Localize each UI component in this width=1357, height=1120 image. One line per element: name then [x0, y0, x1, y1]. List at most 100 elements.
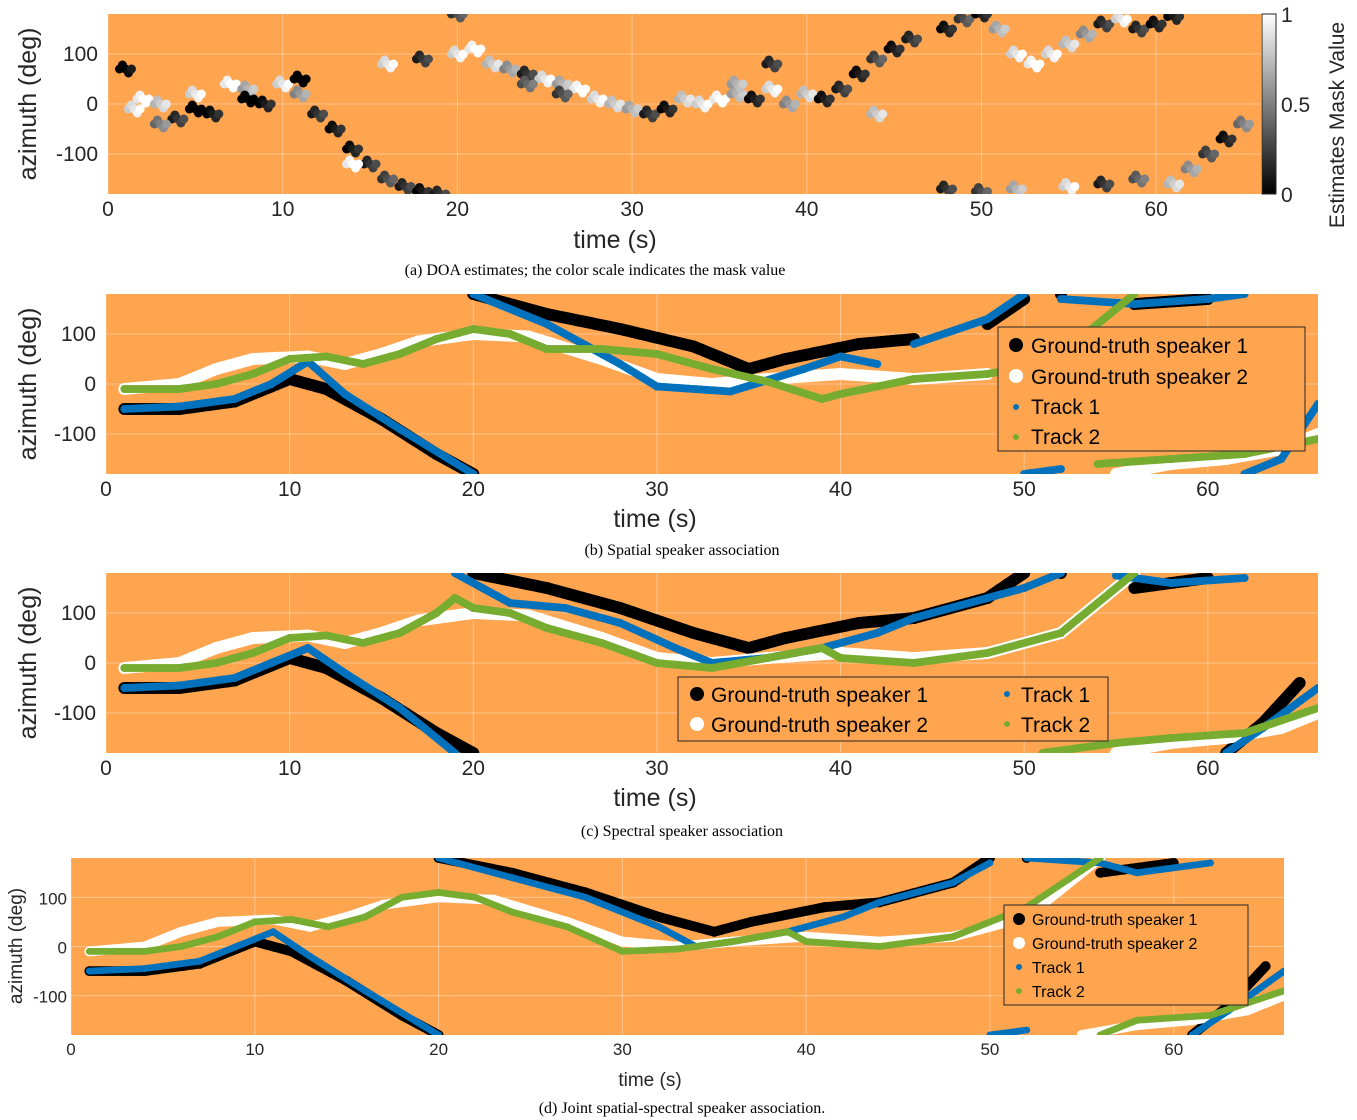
panel-a-ylabel: azimuth (deg)	[14, 28, 42, 181]
legend-label-gt1: Ground-truth speaker 1	[711, 684, 928, 707]
y-tick-label: 0	[84, 652, 96, 675]
doa-estimate-point	[1210, 149, 1220, 159]
doa-estimate-point	[1070, 182, 1080, 191]
doa-estimate-point	[179, 114, 189, 124]
panel-c-ylabel: azimuth (deg)	[14, 587, 42, 740]
doa-estimate-point	[1175, 179, 1185, 189]
panel-a-xticks: 0 10 20 30 40 50 60	[102, 198, 1168, 221]
doa-estimate-point	[1157, 19, 1167, 29]
doa-estimate-point	[738, 79, 748, 89]
panel-b-legend: Ground-truth speaker 1 Ground-truth spea…	[997, 326, 1306, 452]
doa-estimate-point	[1070, 39, 1080, 49]
x-tick-label: 0	[100, 478, 112, 501]
doa-estimate-point	[668, 104, 678, 114]
panel-c-caption: (c) Spectral speaker association	[581, 823, 783, 840]
x-tick-label: 0	[102, 198, 114, 221]
legend-label-track1: Track 1	[1031, 396, 1100, 419]
doa-estimate-point	[1017, 49, 1027, 59]
panel-b-caption: (b) Spatial speaker association	[584, 542, 779, 559]
doa-estimate-point	[843, 84, 853, 94]
track-point	[450, 749, 459, 753]
x-tick-label: 20	[446, 198, 469, 221]
colorbar: 1 0.5 0 Estimates Mask Value	[1261, 4, 1349, 228]
x-tick-label: 30	[645, 757, 668, 780]
legend-label-track2: Track 2	[1021, 714, 1090, 737]
colorbar-tick-05: 0.5	[1281, 94, 1310, 117]
legend-marker-track2	[1004, 721, 1010, 727]
doa-estimate-point	[1122, 14, 1132, 24]
doa-estimate-point	[452, 14, 457, 15]
doa-estimate-point	[1140, 174, 1150, 184]
legend-marker-gt1	[1009, 338, 1023, 352]
track-point	[469, 470, 478, 474]
doa-estimate-point	[135, 104, 145, 114]
legend-marker-gt2	[1009, 369, 1023, 383]
series-track-1	[120, 573, 1318, 753]
doa-estimate-point	[1035, 59, 1045, 69]
panel-a-xlabel: time (s)	[573, 226, 656, 254]
x-tick-label: 20	[462, 478, 485, 501]
doa-estimate-point	[301, 89, 311, 99]
doa-estimate-point	[301, 74, 311, 84]
legend-marker-gt1	[690, 687, 704, 701]
track-point	[1314, 704, 1318, 712]
doa-estimate-point	[860, 69, 870, 79]
legend-marker-track1	[1004, 691, 1010, 697]
doa-estimate-point	[196, 89, 206, 99]
doa-estimate-point	[563, 89, 573, 99]
doa-estimate-point	[389, 174, 399, 184]
legend-label-track1: Track 1	[1021, 684, 1090, 707]
doa-estimate-point	[249, 84, 259, 94]
track-point	[1314, 684, 1318, 692]
doa-estimate-point	[1105, 179, 1115, 189]
x-tick-label: 40	[829, 478, 852, 501]
doa-estimate-point	[389, 59, 399, 69]
y-tick-label: -100	[54, 423, 96, 446]
x-tick-label: 50	[1013, 478, 1036, 501]
doa-estimate-point	[249, 94, 259, 104]
doa-estimate-point	[913, 34, 923, 44]
doa-estimate-point	[126, 64, 136, 74]
panel-a-caption: (a) DOA estimates; the color scale indic…	[405, 262, 786, 279]
series-track-2	[120, 573, 1318, 753]
doa-estimate-point	[196, 104, 206, 114]
track-point	[1314, 400, 1318, 408]
doa-estimate-point	[476, 44, 486, 54]
track-point	[1240, 294, 1249, 298]
panel-b-legend-box	[997, 326, 1306, 452]
x-tick-label: 20	[462, 757, 485, 780]
doa-estimate-point	[878, 54, 888, 64]
track-point	[873, 360, 882, 368]
doa-estimate-point	[895, 44, 905, 54]
doa-estimate-point	[1052, 49, 1062, 59]
doa-estimate-point	[1017, 184, 1027, 194]
x-tick-label: 10	[278, 478, 301, 501]
panel-b-ylabel: azimuth (deg)	[14, 308, 42, 461]
doa-estimate-point	[161, 119, 171, 129]
doa-estimate-point	[214, 109, 224, 119]
y-tick-label: 100	[61, 602, 96, 625]
panel-c-xlabel: time (s)	[613, 784, 696, 812]
track-point	[1056, 465, 1065, 473]
track-point	[1130, 573, 1139, 577]
y-tick-label: -100	[56, 143, 98, 166]
panel-c-marks	[118, 573, 1318, 753]
colorbar-label: Estimates Mask Value	[1326, 22, 1349, 228]
doa-estimate-point	[976, 14, 981, 15]
doa-estimate-point	[878, 109, 888, 119]
track-point	[467, 747, 480, 753]
doa-estimate-point	[319, 109, 329, 119]
panel-b-marks	[118, 294, 1318, 474]
doa-estimate-point	[1087, 29, 1097, 39]
track-point	[1020, 294, 1029, 298]
panel-a-marks	[114, 14, 1255, 194]
track-point	[1293, 677, 1306, 689]
track-point	[1260, 961, 1271, 972]
doa-estimate-point	[1245, 119, 1255, 129]
doa-estimate-point	[755, 94, 765, 104]
legend-marker-track2	[1013, 434, 1019, 440]
